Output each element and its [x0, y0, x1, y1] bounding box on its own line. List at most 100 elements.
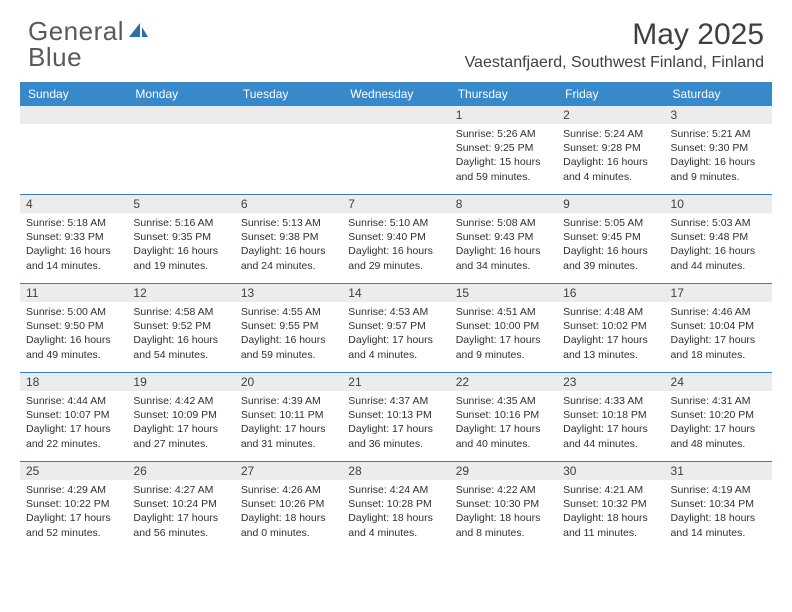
- day-cell: 3Sunrise: 5:21 AMSunset: 9:30 PMDaylight…: [665, 106, 772, 194]
- day-details: Sunrise: 4:24 AMSunset: 10:28 PMDaylight…: [342, 480, 449, 543]
- day-details: Sunrise: 4:55 AMSunset: 9:55 PMDaylight:…: [235, 302, 342, 365]
- week-row: 18Sunrise: 4:44 AMSunset: 10:07 PMDaylig…: [20, 372, 772, 461]
- day-number: 21: [342, 373, 449, 391]
- daylight-line: Daylight: 16 hours and 59 minutes.: [241, 333, 336, 361]
- day-cell: 5Sunrise: 5:16 AMSunset: 9:35 PMDaylight…: [127, 195, 234, 283]
- day-number: [342, 106, 449, 124]
- location-text: Vaestanfjaerd, Southwest Finland, Finlan…: [465, 54, 764, 72]
- sunrise-line: Sunrise: 4:42 AM: [133, 394, 228, 408]
- day-number: 4: [20, 195, 127, 213]
- sunrise-line: Sunrise: 4:29 AM: [26, 483, 121, 497]
- weekday-header: Thursday: [450, 82, 557, 106]
- day-cell: 24Sunrise: 4:31 AMSunset: 10:20 PMDaylig…: [665, 373, 772, 461]
- day-details: Sunrise: 5:16 AMSunset: 9:35 PMDaylight:…: [127, 213, 234, 276]
- daylight-line: Daylight: 16 hours and 54 minutes.: [133, 333, 228, 361]
- day-cell: 8Sunrise: 5:08 AMSunset: 9:43 PMDaylight…: [450, 195, 557, 283]
- week-row: 1Sunrise: 5:26 AMSunset: 9:25 PMDaylight…: [20, 106, 772, 194]
- day-number: 13: [235, 284, 342, 302]
- day-number: 17: [665, 284, 772, 302]
- daylight-line: Daylight: 17 hours and 56 minutes.: [133, 511, 228, 539]
- daylight-line: Daylight: 18 hours and 8 minutes.: [456, 511, 551, 539]
- sunset-line: Sunset: 9:28 PM: [563, 141, 658, 155]
- day-number: 8: [450, 195, 557, 213]
- sunrise-line: Sunrise: 4:58 AM: [133, 305, 228, 319]
- day-number: [235, 106, 342, 124]
- sunset-line: Sunset: 9:52 PM: [133, 319, 228, 333]
- sunset-line: Sunset: 10:18 PM: [563, 408, 658, 422]
- daylight-line: Daylight: 17 hours and 13 minutes.: [563, 333, 658, 361]
- day-details: Sunrise: 4:58 AMSunset: 9:52 PMDaylight:…: [127, 302, 234, 365]
- daylight-line: Daylight: 15 hours and 59 minutes.: [456, 155, 551, 183]
- day-details: Sunrise: 4:21 AMSunset: 10:32 PMDaylight…: [557, 480, 664, 543]
- day-cell: 28Sunrise: 4:24 AMSunset: 10:28 PMDaylig…: [342, 462, 449, 550]
- calendar: SundayMondayTuesdayWednesdayThursdayFrid…: [0, 76, 792, 550]
- day-details: Sunrise: 5:18 AMSunset: 9:33 PMDaylight:…: [20, 213, 127, 276]
- day-details: Sunrise: 5:21 AMSunset: 9:30 PMDaylight:…: [665, 124, 772, 187]
- day-details: Sunrise: 5:08 AMSunset: 9:43 PMDaylight:…: [450, 213, 557, 276]
- day-number: 27: [235, 462, 342, 480]
- day-cell: 13Sunrise: 4:55 AMSunset: 9:55 PMDayligh…: [235, 284, 342, 372]
- sunrise-line: Sunrise: 5:24 AM: [563, 127, 658, 141]
- day-cell: 6Sunrise: 5:13 AMSunset: 9:38 PMDaylight…: [235, 195, 342, 283]
- day-details: Sunrise: 5:26 AMSunset: 9:25 PMDaylight:…: [450, 124, 557, 187]
- daylight-line: Daylight: 16 hours and 14 minutes.: [26, 244, 121, 272]
- day-cell: 23Sunrise: 4:33 AMSunset: 10:18 PMDaylig…: [557, 373, 664, 461]
- day-details: Sunrise: 4:37 AMSunset: 10:13 PMDaylight…: [342, 391, 449, 454]
- sunset-line: Sunset: 9:25 PM: [456, 141, 551, 155]
- day-number: 11: [20, 284, 127, 302]
- sunrise-line: Sunrise: 4:46 AM: [671, 305, 766, 319]
- day-number: 18: [20, 373, 127, 391]
- day-details: Sunrise: 4:22 AMSunset: 10:30 PMDaylight…: [450, 480, 557, 543]
- day-cell: 11Sunrise: 5:00 AMSunset: 9:50 PMDayligh…: [20, 284, 127, 372]
- month-title: May 2025: [465, 18, 764, 52]
- day-details: Sunrise: 5:10 AMSunset: 9:40 PMDaylight:…: [342, 213, 449, 276]
- weekday-header-row: SundayMondayTuesdayWednesdayThursdayFrid…: [20, 82, 772, 106]
- sunset-line: Sunset: 10:34 PM: [671, 497, 766, 511]
- daylight-line: Daylight: 16 hours and 49 minutes.: [26, 333, 121, 361]
- daylight-line: Daylight: 18 hours and 4 minutes.: [348, 511, 443, 539]
- daylight-line: Daylight: 17 hours and 31 minutes.: [241, 422, 336, 450]
- sunset-line: Sunset: 10:28 PM: [348, 497, 443, 511]
- day-number: 23: [557, 373, 664, 391]
- day-cell: 10Sunrise: 5:03 AMSunset: 9:48 PMDayligh…: [665, 195, 772, 283]
- sunset-line: Sunset: 9:33 PM: [26, 230, 121, 244]
- day-details: Sunrise: 4:51 AMSunset: 10:00 PMDaylight…: [450, 302, 557, 365]
- sunrise-line: Sunrise: 5:08 AM: [456, 216, 551, 230]
- logo-text-blue: Blue: [28, 42, 82, 72]
- day-details: Sunrise: 4:48 AMSunset: 10:02 PMDaylight…: [557, 302, 664, 365]
- sunset-line: Sunset: 9:35 PM: [133, 230, 228, 244]
- week-row: 11Sunrise: 5:00 AMSunset: 9:50 PMDayligh…: [20, 283, 772, 372]
- sunset-line: Sunset: 10:00 PM: [456, 319, 551, 333]
- day-number: [20, 106, 127, 124]
- daylight-line: Daylight: 17 hours and 4 minutes.: [348, 333, 443, 361]
- day-cell-empty: [342, 106, 449, 194]
- sunrise-line: Sunrise: 4:35 AM: [456, 394, 551, 408]
- day-number: 15: [450, 284, 557, 302]
- day-details: Sunrise: 4:33 AMSunset: 10:18 PMDaylight…: [557, 391, 664, 454]
- sunset-line: Sunset: 10:30 PM: [456, 497, 551, 511]
- day-number: 9: [557, 195, 664, 213]
- day-cell-empty: [235, 106, 342, 194]
- sunset-line: Sunset: 10:02 PM: [563, 319, 658, 333]
- day-details: Sunrise: 4:35 AMSunset: 10:16 PMDaylight…: [450, 391, 557, 454]
- day-cell-empty: [20, 106, 127, 194]
- sunset-line: Sunset: 10:11 PM: [241, 408, 336, 422]
- daylight-line: Daylight: 16 hours and 29 minutes.: [348, 244, 443, 272]
- day-number: 2: [557, 106, 664, 124]
- sunrise-line: Sunrise: 5:21 AM: [671, 127, 766, 141]
- daylight-line: Daylight: 17 hours and 18 minutes.: [671, 333, 766, 361]
- day-number: 14: [342, 284, 449, 302]
- day-cell: 20Sunrise: 4:39 AMSunset: 10:11 PMDaylig…: [235, 373, 342, 461]
- sunrise-line: Sunrise: 5:05 AM: [563, 216, 658, 230]
- sunset-line: Sunset: 9:55 PM: [241, 319, 336, 333]
- daylight-line: Daylight: 17 hours and 44 minutes.: [563, 422, 658, 450]
- sunset-line: Sunset: 10:04 PM: [671, 319, 766, 333]
- day-cell: 4Sunrise: 5:18 AMSunset: 9:33 PMDaylight…: [20, 195, 127, 283]
- day-cell: 31Sunrise: 4:19 AMSunset: 10:34 PMDaylig…: [665, 462, 772, 550]
- sunrise-line: Sunrise: 4:24 AM: [348, 483, 443, 497]
- day-number: 12: [127, 284, 234, 302]
- sunrise-line: Sunrise: 4:37 AM: [348, 394, 443, 408]
- sunset-line: Sunset: 9:30 PM: [671, 141, 766, 155]
- day-details: Sunrise: 4:46 AMSunset: 10:04 PMDaylight…: [665, 302, 772, 365]
- day-cell: 26Sunrise: 4:27 AMSunset: 10:24 PMDaylig…: [127, 462, 234, 550]
